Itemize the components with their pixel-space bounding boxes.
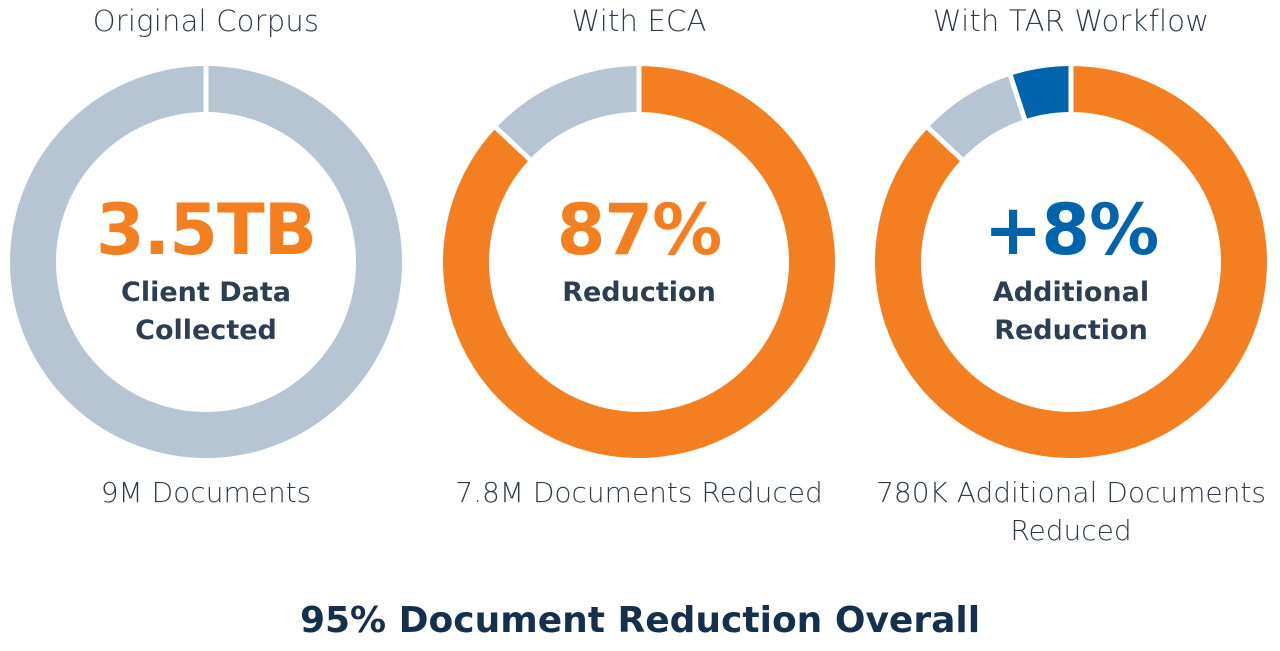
footnote: 7.8M Documents Reduced xyxy=(455,476,823,509)
center-text: 3.5TB Client Data Collected xyxy=(6,190,406,350)
donut-slice xyxy=(928,75,1025,160)
chart-panel-tar: With TAR Workflow +8% Additional Reducti… xyxy=(871,0,1271,560)
center-label: Additional Reduction xyxy=(992,277,1150,346)
chart-title: With ECA xyxy=(571,4,707,38)
center-label: Reduction xyxy=(562,277,716,308)
center-text: +8% Additional Reduction xyxy=(871,190,1271,350)
slice-separator xyxy=(492,124,533,163)
footnote: 9M Documents xyxy=(100,476,312,509)
footnote: 780K Additional Documents Reduced xyxy=(876,476,1266,547)
center-value: 3.5TB xyxy=(95,189,317,271)
center-text: 87% Reduction xyxy=(439,190,839,312)
donut-chart xyxy=(874,64,1267,458)
chart-title: With TAR Workflow xyxy=(932,4,1210,38)
donut-slice xyxy=(496,66,639,160)
donut-slice xyxy=(1010,66,1071,120)
center-value: +8% xyxy=(983,189,1160,271)
slice-separator xyxy=(924,124,965,163)
slice-separator xyxy=(1007,72,1028,123)
chart-panel-original: Original Corpus 3.5TB Client Data Collec… xyxy=(6,0,406,560)
donut-chart xyxy=(10,64,403,459)
donut-chart xyxy=(442,64,835,458)
center-label: Client Data Collected xyxy=(121,277,291,346)
center-value: 87% xyxy=(556,189,723,271)
chart-title: Original Corpus xyxy=(92,4,320,38)
chart-panel-eca: With ECA 87% Reduction 7.8M Documents Re… xyxy=(439,0,839,560)
overall-summary: 95% Document Reduction Overall xyxy=(299,600,981,641)
